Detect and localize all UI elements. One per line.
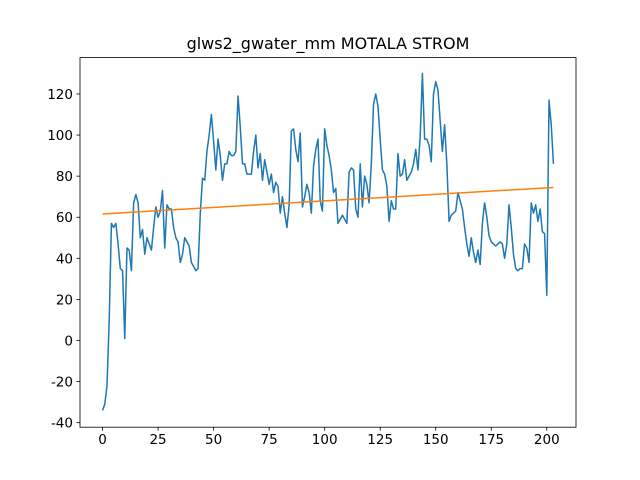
x-tick-label: 0 xyxy=(98,432,107,448)
y-tick-label: 100 xyxy=(47,128,73,144)
y-tick-label: -40 xyxy=(51,416,73,432)
x-tick-label: 25 xyxy=(149,432,166,448)
x-tick-label: 175 xyxy=(478,432,504,448)
y-tick-label: 0 xyxy=(64,334,73,350)
x-tick-label: 150 xyxy=(423,432,449,448)
x-tick-label: 200 xyxy=(534,432,560,448)
data-line xyxy=(102,186,554,215)
plot-frame xyxy=(79,57,577,428)
x-tick-label: 50 xyxy=(205,432,222,448)
chart-title: glws2_gwater_mm MOTALA STROM xyxy=(187,34,470,54)
y-tick-label: 80 xyxy=(56,169,73,185)
x-tick-label: 75 xyxy=(261,432,278,448)
y-tick-label: -20 xyxy=(51,375,73,391)
data-line xyxy=(101,72,555,411)
y-tick-label: 40 xyxy=(56,251,73,267)
y-tick-label: 120 xyxy=(47,87,73,103)
y-tick-label: 20 xyxy=(56,292,73,308)
y-tick-label: 60 xyxy=(56,210,73,226)
x-tick-label: 125 xyxy=(367,432,393,448)
x-tick-label: 100 xyxy=(312,432,338,448)
